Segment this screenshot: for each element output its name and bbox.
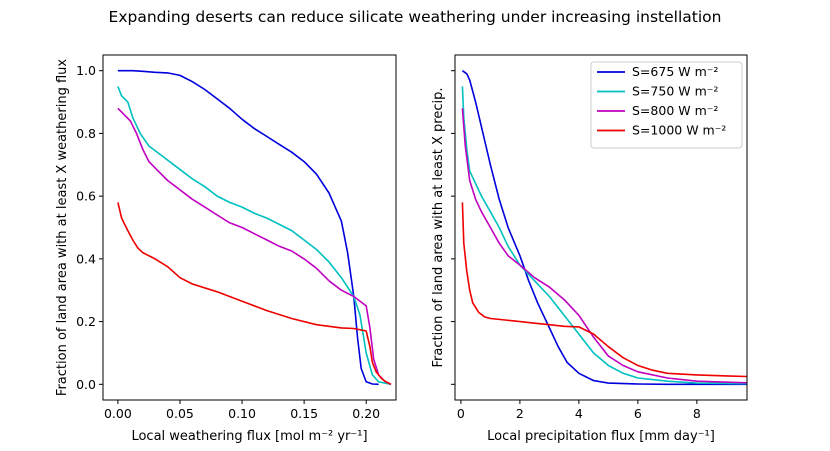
legend-label-0: S=675 W m⁻² — [632, 64, 718, 79]
legend-label-2: S=800 W m⁻² — [632, 103, 718, 118]
weathering-y-ticks: 0.0 0.2 0.4 0.6 0.8 1.0 — [76, 63, 103, 392]
precipitation-x-tick-label: 0 — [457, 406, 465, 421]
weathering-x-label: Local weathering flux [mol m⁻² yr⁻¹] — [131, 429, 367, 444]
precipitation-x-tick-label: 6 — [634, 406, 642, 421]
precipitation-series-line-2 — [461, 108, 748, 384]
precipitation-x-ticks: 0 2 4 6 8 — [457, 400, 701, 421]
weathering-y-tick-label: 1.0 — [76, 63, 96, 78]
weathering-series-line-1 — [117, 86, 392, 386]
legend-label-3: S=1000 W m⁻² — [632, 123, 726, 138]
precipitation-y-ticks — [451, 70, 455, 385]
precipitation-y-label: Fraction of land area with at least X pr… — [431, 88, 446, 368]
precipitation-lines — [461, 70, 748, 386]
precipitation-x-tick-label: 4 — [575, 406, 583, 421]
weathering-series-line-3 — [117, 202, 392, 386]
weathering-x-tick-label: 0.20 — [352, 406, 380, 421]
legend: S=675 W m⁻² S=750 W m⁻² S=800 W m⁻² S=1000 … — [590, 61, 743, 149]
weathering-y-tick-label: 0.0 — [76, 377, 96, 392]
precipitation-series-line-0 — [461, 70, 747, 386]
figure-title: Expanding deserts can reduce silicate we… — [109, 8, 722, 26]
weathering-y-tick-label: 0.6 — [76, 189, 96, 204]
precipitation-series-line-1 — [461, 86, 748, 385]
legend-label-1: S=750 W m⁻² — [632, 84, 718, 99]
precipitation-series-line-3 — [461, 202, 748, 378]
weathering-y-label: Fraction of land area with at least X we… — [55, 59, 70, 396]
precipitation-x-tick-label: 8 — [693, 406, 701, 421]
weathering-y-tick-label: 0.2 — [76, 314, 96, 329]
weathering-lines — [117, 69, 392, 386]
weathering-y-tick-label: 0.8 — [76, 126, 96, 141]
legend-frame — [590, 61, 743, 149]
precipitation-panel: 0 2 4 6 8 Local precipitation flux [mm day⁻¹… — [431, 54, 748, 444]
weathering-plot-area — [103, 55, 396, 400]
precipitation-x-tick-label: 2 — [516, 406, 524, 421]
precipitation-axes-frame — [454, 54, 748, 401]
weathering-x-tick-label: 0.00 — [104, 406, 132, 421]
weathering-panel: 0.00 0.05 0.10 0.15 0.20 0.00.20.40.60.81.0 … — [55, 54, 397, 444]
weathering-series-line-2 — [117, 107, 392, 386]
weathering-x-ticks: 0.00 0.05 0.10 0.15 0.20 — [104, 400, 380, 421]
weathering-x-tick-label: 0.05 — [166, 406, 194, 421]
weathering-x-tick-label: 0.10 — [228, 406, 256, 421]
weathering-series-line-0 — [117, 69, 379, 386]
weathering-x-tick-label: 0.15 — [290, 406, 318, 421]
weathering-axes-frame — [102, 54, 397, 401]
precipitation-x-label: Local precipitation flux [mm day⁻¹] — [487, 429, 715, 444]
weathering-y-tick-label: 0.4 — [76, 251, 96, 266]
